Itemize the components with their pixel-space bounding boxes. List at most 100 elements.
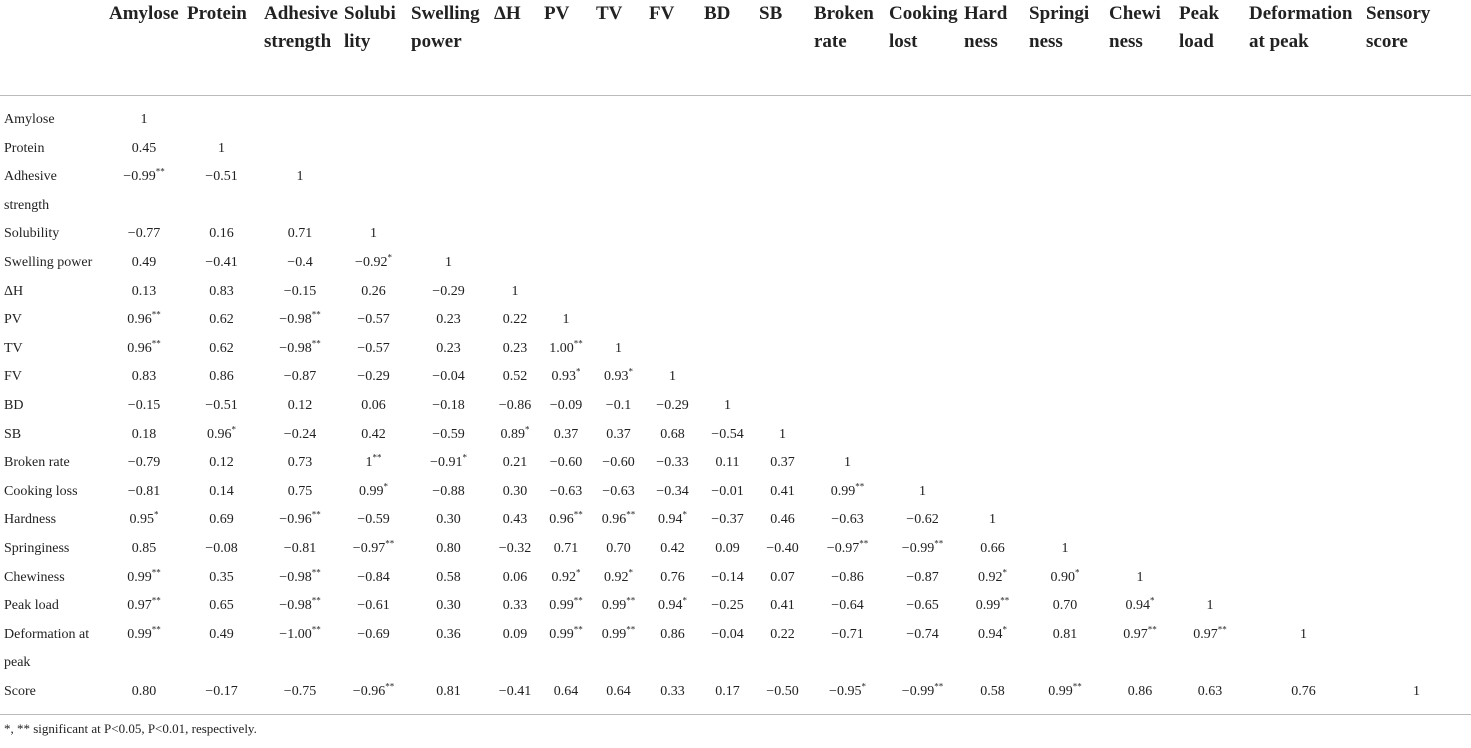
empty-cell — [885, 249, 960, 278]
empty-cell — [183, 96, 260, 135]
correlation-cell: 0.99** — [127, 566, 161, 585]
empty-cell — [1175, 220, 1245, 249]
empty-cell — [540, 163, 592, 220]
empty-cell — [755, 96, 810, 135]
correlation-cell: 1 — [779, 426, 786, 442]
empty-cell — [1025, 306, 1105, 335]
empty-cell — [1175, 564, 1245, 593]
column-header: Swelling power — [407, 0, 490, 96]
correlation-cell: 0.96** — [549, 509, 583, 528]
correlation-table: Amylose Protein Adhesive strength Solubi li… — [0, 0, 1471, 716]
empty-cell — [645, 96, 700, 135]
correlation-cell: 0.92* — [551, 566, 581, 585]
correlation-cell: −0.81 — [127, 483, 161, 499]
empty-cell — [1175, 278, 1245, 307]
correlation-cell: 0.23 — [436, 340, 461, 356]
empty-cell — [755, 135, 810, 164]
row-label: PV — [4, 312, 22, 328]
column-header: ΔH — [490, 0, 540, 96]
empty-cell — [592, 163, 645, 220]
empty-cell — [1245, 135, 1362, 164]
correlation-cell: 0.99** — [549, 624, 583, 642]
correlation-cell: 0.62 — [209, 312, 234, 328]
correlation-cell: 0.83 — [131, 369, 157, 385]
empty-cell — [960, 478, 1025, 507]
empty-cell — [810, 220, 885, 249]
row-label: Solubility — [4, 226, 60, 242]
empty-cell — [1362, 335, 1471, 364]
empty-cell — [1175, 421, 1245, 450]
empty-cell — [490, 135, 540, 164]
correlation-cell: 0.71 — [287, 226, 313, 242]
correlation-cell: 0.99** — [975, 595, 1010, 614]
empty-cell — [810, 392, 885, 421]
empty-cell — [960, 249, 1025, 278]
empty-cell — [1175, 535, 1245, 564]
correlation-cell: 0.80 — [436, 540, 461, 556]
correlation-cell: 0.97** — [127, 595, 161, 614]
empty-cell — [755, 363, 810, 392]
empty-cell — [1175, 306, 1245, 335]
row-label: Protein — [4, 140, 45, 156]
correlation-cell: 0.30 — [502, 483, 528, 499]
empty-cell — [1025, 421, 1105, 450]
empty-cell — [592, 306, 645, 335]
correlation-cell: 1 — [989, 512, 996, 528]
empty-cell — [755, 306, 810, 335]
column-header: Broken rate — [810, 0, 885, 96]
empty-cell — [592, 278, 645, 307]
correlation-cell: 1 — [140, 112, 148, 127]
empty-cell — [1362, 592, 1471, 621]
correlation-cell: −0.92* — [355, 252, 392, 270]
table-row: Chewiness 0.99** 0.35 −0.98** −0.84 0.58 0.06 0… — [0, 564, 1471, 593]
correlation-cell: 0.90* — [1050, 566, 1080, 585]
correlation-cell: 0.65 — [209, 598, 234, 614]
empty-cell — [260, 96, 340, 135]
correlation-cell: 0.06 — [361, 397, 386, 413]
correlation-cell: −0.24 — [283, 426, 317, 442]
correlation-cell: 1 — [1061, 540, 1069, 556]
empty-cell — [1175, 363, 1245, 392]
table-row: Hardness 0.95* 0.69 −0.96** −0.59 0.30 0.43 0.9… — [0, 506, 1471, 535]
empty-cell — [645, 249, 700, 278]
correlation-cell: 0.23 — [502, 340, 528, 356]
row-label: Deformation at peak — [4, 626, 90, 671]
empty-cell — [885, 363, 960, 392]
correlation-cell: 0.37 — [553, 426, 579, 442]
empty-cell — [1362, 449, 1471, 478]
correlation-cell: 0.92* — [978, 566, 1007, 585]
correlation-cell: −0.69 — [357, 626, 390, 642]
empty-cell — [1175, 335, 1245, 364]
empty-cell — [700, 306, 755, 335]
correlation-cell: 0.42 — [361, 426, 386, 442]
correlation-cell: −0.60 — [602, 455, 635, 471]
empty-cell — [1175, 163, 1245, 220]
table-row: TV 0.96** 0.62 −0.98** −0.57 0.23 0.23 1.00** 1 — [0, 335, 1471, 364]
correlation-cell: 0.70 — [606, 540, 631, 556]
empty-cell — [1362, 163, 1471, 220]
empty-cell — [1025, 163, 1105, 220]
column-header: TV — [592, 0, 645, 96]
empty-cell — [810, 363, 885, 392]
empty-cell — [1362, 392, 1471, 421]
correlation-cell: −0.29 — [432, 283, 465, 299]
column-header: FV — [645, 0, 700, 96]
correlation-cell: 0.99** — [830, 481, 865, 499]
table-row: Amylose 1 — [0, 96, 1471, 135]
row-label: Cooking loss — [4, 483, 78, 499]
row-label: FV — [4, 369, 22, 385]
correlation-cell: −0.98** — [279, 309, 321, 328]
empty-cell — [960, 306, 1025, 335]
empty-cell — [1105, 278, 1175, 307]
correlation-cell: 0.99** — [601, 595, 636, 614]
empty-cell — [1105, 335, 1175, 364]
correlation-cell: −0.97** — [826, 538, 869, 556]
correlation-cell: 0.97** — [1193, 624, 1227, 642]
row-label: Hardness — [4, 512, 57, 528]
correlation-cell: −0.04 — [711, 626, 744, 642]
correlation-cell: 0.81 — [1052, 626, 1078, 642]
empty-cell — [810, 135, 885, 164]
row-label: Adhesive strength — [4, 169, 57, 213]
empty-cell — [592, 96, 645, 135]
empty-cell — [1025, 478, 1105, 507]
